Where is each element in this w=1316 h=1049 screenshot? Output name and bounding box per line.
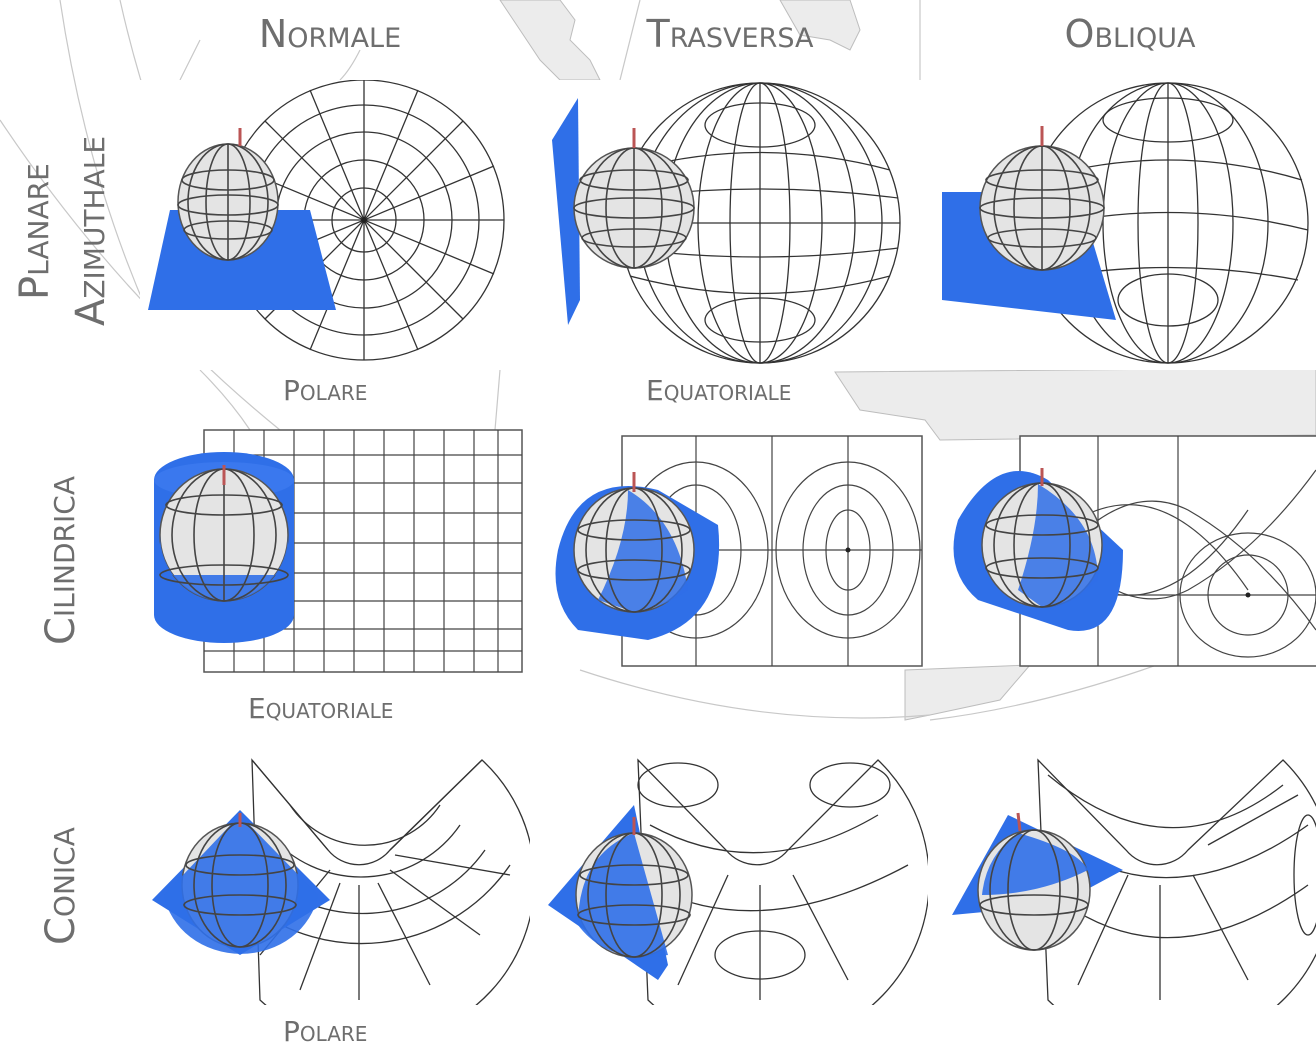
globe bbox=[159, 465, 289, 602]
row-label-azimuthal: Azimuthale bbox=[68, 135, 114, 326]
sublabel-cylindrical-equatorial: Equatoriale bbox=[248, 692, 394, 725]
row-label-planar: Planare bbox=[12, 163, 58, 300]
sublabel-conic-polar: Polare bbox=[283, 1015, 368, 1048]
sublabel-planar-polar: Polare bbox=[283, 374, 368, 407]
row-label-conic: Conica bbox=[38, 827, 84, 945]
cylindrical-normal-panel bbox=[154, 429, 523, 673]
planar-oblique-panel bbox=[938, 80, 1316, 370]
globe bbox=[177, 128, 279, 261]
planar-transverse-panel bbox=[538, 80, 923, 370]
column-header-oblique: Obliqua bbox=[1064, 12, 1196, 56]
sublabel-planar-equatorial: Equatoriale bbox=[646, 374, 792, 407]
row-label-cylindrical: Cilindrica bbox=[38, 476, 84, 645]
planar-normal-panel bbox=[140, 80, 530, 370]
conic-transverse-graticule bbox=[637, 758, 928, 1005]
conic-oblique-panel bbox=[952, 758, 1316, 1005]
conic-transverse-panel bbox=[548, 758, 928, 1005]
globe bbox=[575, 817, 693, 958]
globe bbox=[981, 468, 1103, 608]
globe bbox=[979, 126, 1105, 271]
cylindrical-oblique-panel bbox=[953, 435, 1316, 667]
globe bbox=[573, 128, 695, 269]
conic-normal-panel bbox=[152, 758, 530, 1005]
column-header-normal: Normale bbox=[258, 12, 402, 56]
globe bbox=[977, 812, 1091, 951]
cylindrical-transverse-panel bbox=[555, 435, 923, 667]
projection-plane bbox=[552, 98, 580, 325]
column-header-transverse: Trasversa bbox=[646, 12, 814, 56]
globe bbox=[164, 813, 318, 954]
globe bbox=[573, 472, 695, 613]
